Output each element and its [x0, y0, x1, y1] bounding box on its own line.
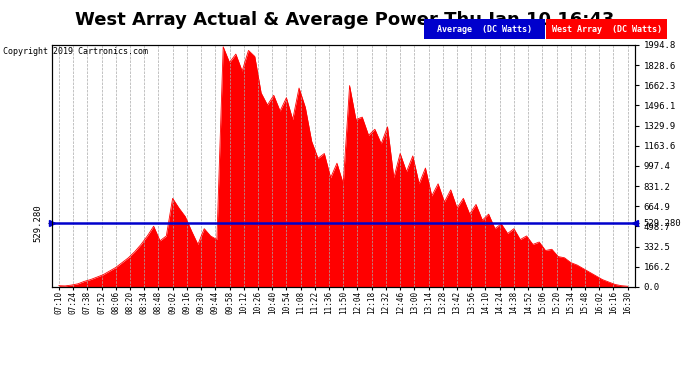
- Text: West Array Actual & Average Power Thu Jan 10 16:43: West Array Actual & Average Power Thu Ja…: [75, 11, 615, 29]
- Text: Average  (DC Watts): Average (DC Watts): [437, 25, 532, 34]
- Text: Copyright 2019 Cartronics.com: Copyright 2019 Cartronics.com: [3, 47, 148, 56]
- Text: West Array  (DC Watts): West Array (DC Watts): [552, 25, 662, 34]
